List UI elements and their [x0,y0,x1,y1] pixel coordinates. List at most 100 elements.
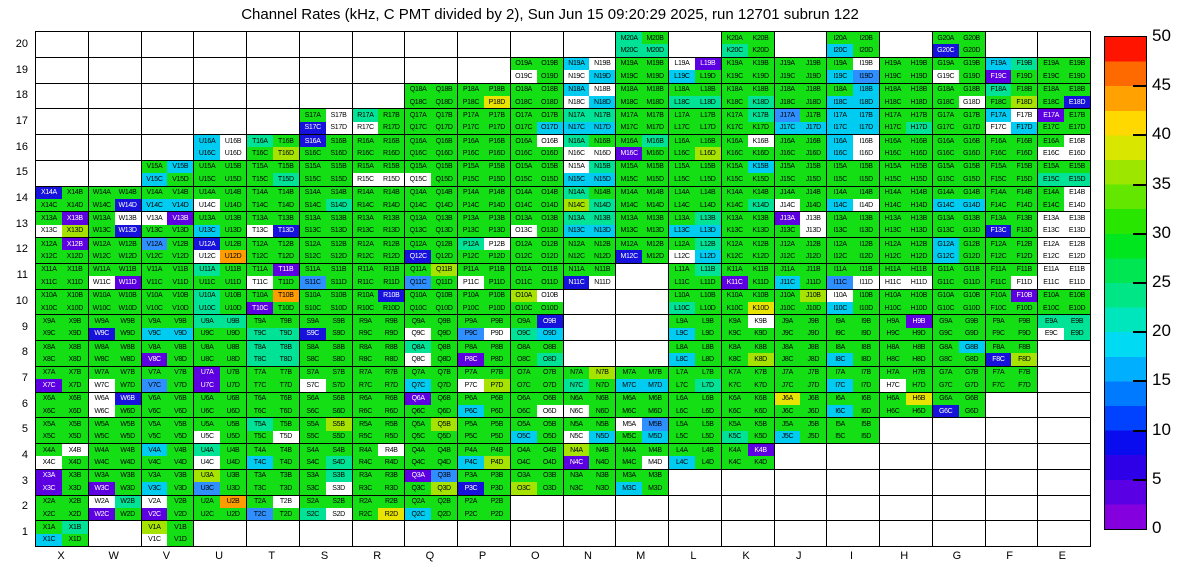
cell-P7C: P7C [458,379,484,392]
cell-U9C: U9C [194,327,221,340]
cell-I11C: I11C [827,276,854,289]
cell-S5A: S5A [299,418,326,431]
cell-group-P3: P3A P3B P3C P3D [458,469,510,495]
cell-I10D: I10D [853,301,879,315]
cell-group-K9: K9A K9B K9C K9D [721,315,774,340]
cell-group-W13: W13A W13B W13C W13D [88,212,141,237]
cell-R7C: R7C [352,379,379,392]
cell-group-N4: N4A N4B N4C N4D [563,444,616,469]
cell-X9C: X9C [36,327,62,340]
heatmap-grid: M20A M20B M20C M20D K20A K20B K20C K20D I20A I20B… [35,31,1091,547]
cell-I7C: I7C [827,379,854,392]
cell-Q18C: Q18C [405,95,432,109]
cell-W11C: W11C [88,276,115,289]
cell-group-O18: O18A O18B O18C O18D [510,83,563,109]
cell-Q8C: Q8C [405,353,432,366]
cell-group-W14: W14A W14B W14C W14D [88,186,141,212]
cell-K20A: K20A [721,32,748,45]
cell-P6B: P6B [483,392,510,405]
cell-P5A: P5A [458,418,484,431]
cell-N3B: N3B [589,469,616,483]
cell-K18C: K18C [721,95,748,109]
cell-T3C: T3C [247,482,273,495]
cell-group-M11 [616,263,668,289]
cell-J11A: J11A [774,263,801,277]
cell-F9A: F9A [985,315,1012,328]
cell-group-E4 [1038,444,1090,469]
cell-X3D: X3D [61,482,88,495]
cell-group-U1 [194,521,246,546]
cell-I13A: I13A [827,212,854,225]
cell-Q14C: Q14C [405,198,432,212]
cell-J19C: J19C [774,70,801,83]
cell-group-M4: M4A M4B M4C M4D [616,444,668,469]
cell-O3C: O3C [510,482,537,495]
cell-L9C: L9C [669,327,695,340]
cell-T12D: T12D [272,250,299,263]
cell-T10A: T10A [247,289,273,302]
cell-H17B: H17B [905,109,932,122]
cell-group-P9: P9A P9B P9C P9D [458,315,510,340]
cell-O8D: O8D [536,353,563,366]
cell-Q17B: Q17B [431,109,457,122]
cell-M16C: M16C [616,147,643,160]
cell-N19B: N19B [589,57,616,71]
cell-group-G11: G11A G11B G11C G11D [932,263,985,289]
cell-Q13D: Q13D [431,224,457,237]
cell-group-E3 [1038,469,1090,495]
cell-W3A: W3A [88,469,115,483]
cell-E9A: E9A [1038,315,1065,328]
cell-group-F20 [985,32,1038,57]
cell-P5B: P5B [483,418,510,431]
cell-L16A: L16A [669,135,695,148]
cell-group-Q1 [405,521,457,546]
cell-R10D: R10D [378,301,405,315]
cell-X12D: X12D [61,250,88,263]
cell-U12B: U12B [220,238,246,251]
cell-group-X10: X10A X10B X10C X10D [36,289,88,315]
cell-J14A: J14A [774,186,801,199]
cell-group-S6: S6A S6B S6C S6D [299,392,352,418]
cell-group-M7: M7A M7B M7C M7D [616,366,668,392]
cell-R17C: R17C [352,121,379,134]
cell-group-T9: T9A T9B T9C T9D [247,315,299,340]
cell-R7B: R7B [378,366,405,380]
cell-group-T10: T10A T10B T10C T10D [247,289,299,315]
cell-U4A: U4A [194,444,221,457]
cell-H8C: H8C [880,353,906,366]
cell-V10C: V10C [141,301,168,315]
cell-group-M8 [616,341,668,366]
cell-I7B: I7B [853,366,879,380]
cell-Q3A: Q3A [405,469,432,483]
y-tick-6: 6 [21,397,28,410]
cell-group-Q4: Q4A Q4B Q4C Q4D [405,444,457,469]
cell-Q5B: Q5B [431,418,457,431]
cell-J6B: J6B [800,392,827,405]
cell-K12B: K12B [747,238,774,251]
cell-X8D: X8D [61,353,88,366]
cell-group-U20 [194,32,246,57]
cell-group-T19 [247,57,299,83]
cell-O10D: O10D [536,301,563,315]
x-tick-H: H [900,550,909,562]
cell-J8B: J8B [800,341,827,354]
cell-S16A: S16A [299,135,326,148]
cell-K19D: K19D [747,70,774,83]
cell-F15B: F15B [1011,160,1038,174]
cell-I20C: I20C [827,44,854,57]
cell-F19D: F19D [1011,70,1038,83]
cell-X7C: X7C [36,379,62,392]
cell-M3B: M3B [642,469,668,483]
cell-group-E20 [1038,32,1090,57]
cell-group-L16: L16A L16B L16C L16D [669,135,721,160]
cell-group-J3 [774,469,827,495]
cell-R14B: R14B [378,186,405,199]
cell-O11B: O11B [536,263,563,277]
cell-N18D: N18D [589,95,616,109]
cell-group-F13: F13A F13B F13C F13D [985,212,1038,237]
cell-S7C: S7C [299,379,326,392]
cell-group-M6: M6A M6B M6C M6D [616,392,668,418]
cell-group-N11: N11A N11B N11C N11D [563,263,616,289]
y-tick-13: 13 [15,217,28,230]
cell-L13B: L13B [694,212,721,225]
